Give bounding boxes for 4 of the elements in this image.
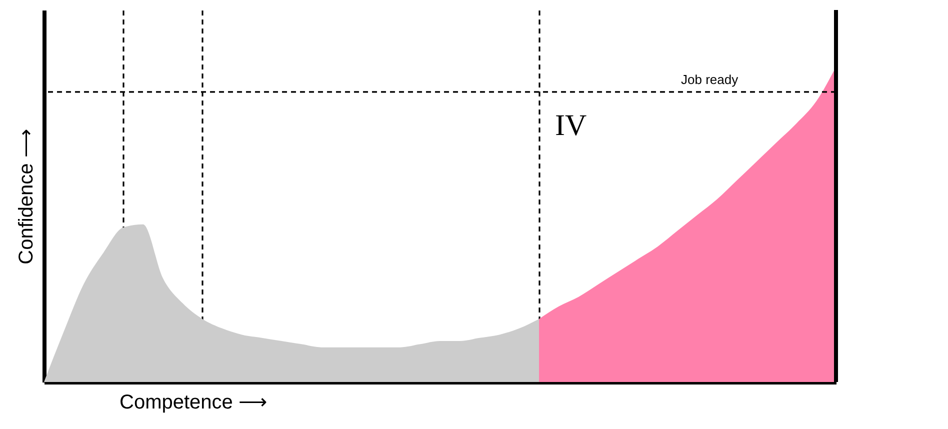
y-axis-title: Confidence ⟶ — [16, 128, 38, 264]
ref-line-label: Job ready — [681, 72, 739, 87]
annotation: IV — [555, 108, 587, 142]
x-axis-title: Competence ⟶ — [120, 392, 268, 414]
